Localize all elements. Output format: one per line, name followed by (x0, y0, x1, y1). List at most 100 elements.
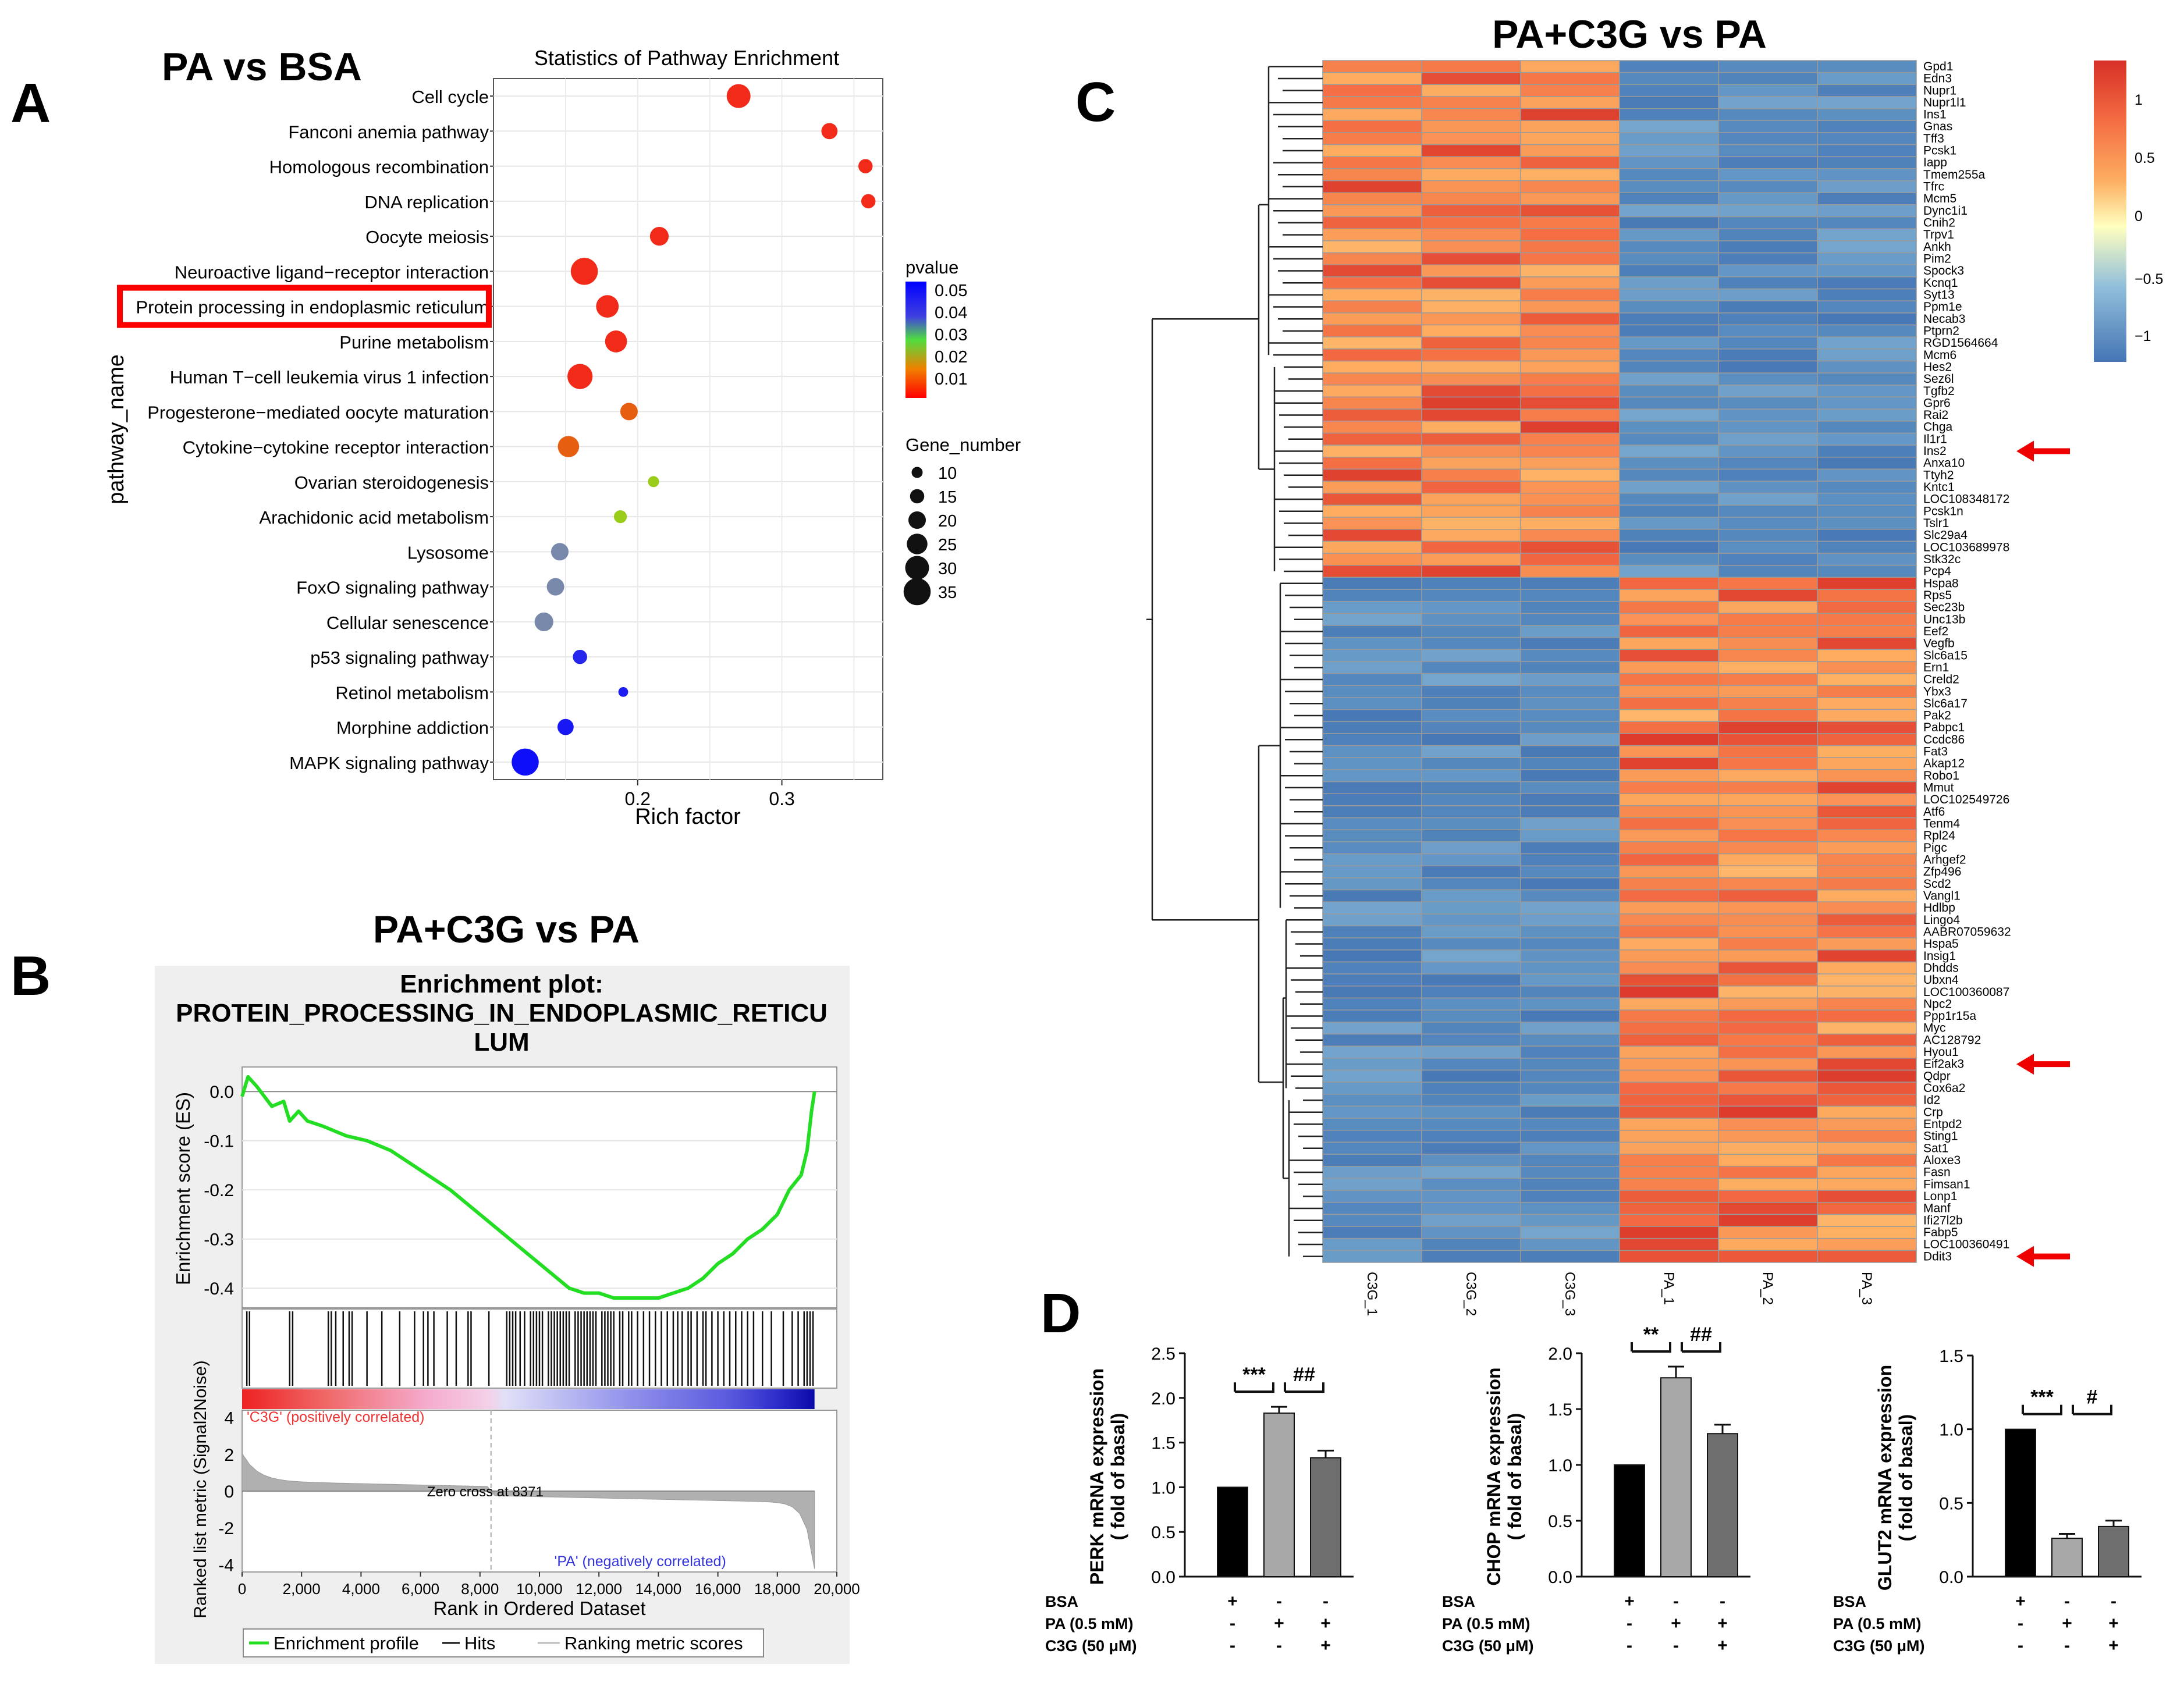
legend-size-dot (910, 489, 925, 504)
heatmap-cell (1520, 372, 1620, 386)
heatmap-cell (1421, 457, 1521, 470)
heatmap-cell (1520, 432, 1620, 446)
heatmap-cell (1520, 697, 1620, 710)
heatmap-cell (1619, 168, 1719, 182)
heatmap-cell (1421, 1094, 1521, 1107)
heatmap-cell (1520, 1201, 1620, 1215)
y-tick-label: 0.5 (1939, 1494, 1963, 1513)
heatmap-cell (1520, 180, 1620, 194)
gene-label: Sec23b (1923, 601, 1965, 614)
pathway-label: Cellular senescence (326, 613, 489, 633)
bubble-point (512, 748, 539, 776)
heatmap-cell (1520, 961, 1620, 974)
gene-label: Arhgef2 (1923, 853, 1966, 867)
heatmap-cell (1718, 997, 1818, 1011)
heatmap-cell (1817, 997, 1917, 1011)
significance-vs-pa-label: # (2087, 1386, 2098, 1408)
gene-label: Crp (1923, 1105, 1943, 1119)
heatmap-cell (1817, 853, 1917, 866)
bubble-point (620, 403, 638, 421)
bubble-point (573, 649, 587, 664)
heatmap-cell (1718, 408, 1818, 422)
heatmap-cell (1817, 468, 1917, 482)
heatmap-cell (1817, 1022, 1917, 1035)
heatmap-cell (1718, 72, 1818, 86)
heatmap-cell (1718, 625, 1818, 638)
heatmap-cell (1619, 673, 1719, 687)
heatmap-cell (1718, 192, 1818, 205)
heatmap-cell (1718, 1226, 1818, 1239)
heatmap-cell (1718, 517, 1818, 530)
heatmap-cell (1421, 733, 1521, 746)
heatmap-cell (1322, 156, 1422, 169)
heatmap-cell (1619, 276, 1719, 290)
heatmap-cell (1817, 276, 1917, 290)
rank-tick-label: -4 (218, 1556, 234, 1575)
heatmap-cell (1619, 372, 1719, 386)
heatmap-cell (1718, 865, 1818, 878)
heatmap-cell (1619, 1058, 1719, 1071)
gene-label: Edn3 (1923, 72, 1952, 86)
pathway-label: FoxO signaling pathway (296, 578, 489, 598)
heatmap-cell (1421, 204, 1521, 218)
bubble-point (596, 295, 619, 318)
heatmap-cell (1520, 396, 1620, 410)
heatmap-cell (1421, 252, 1521, 265)
heatmap-cell (1619, 937, 1719, 951)
panel-letter-b: B (10, 945, 51, 1007)
heatmap-cell (1322, 829, 1422, 842)
heatmap-cell (1520, 949, 1620, 963)
heatmap-cell (1817, 144, 1917, 158)
gene-label: Sat1 (1923, 1141, 1948, 1155)
heatmap-cell (1421, 348, 1521, 362)
gene-label: LOC103689978 (1923, 540, 2009, 554)
heatmap-cell (1619, 300, 1719, 314)
pathway-label: Arachidonic acid metabolism (259, 507, 489, 528)
heatmap-cell (1718, 288, 1818, 301)
heatmap-cell (1421, 841, 1521, 855)
bar (1217, 1486, 1248, 1577)
gene-label: Dync1i1 (1923, 204, 1968, 218)
heatmap-cell (1421, 72, 1521, 86)
heatmap-cell (1619, 949, 1719, 963)
heatmap-cell (1619, 697, 1719, 710)
heatmap-cell (1520, 264, 1620, 278)
heatmap-cell (1520, 1069, 1620, 1083)
heatmap-cell (1421, 661, 1521, 674)
dendrogram (1146, 66, 1323, 1257)
heatmap-cell (1520, 1118, 1620, 1131)
column-label: C3G_1 (1364, 1272, 1380, 1316)
treatment-sign: + (1624, 1592, 1635, 1611)
heatmap-cell (1718, 360, 1818, 374)
panel-b-gsea-plot: B PA+C3G vs PA Enrichment plot:PROTEIN_PRO… (10, 908, 860, 1664)
heatmap-cell (1520, 781, 1620, 795)
gene-label: Fasn (1923, 1166, 1951, 1179)
legend-pvalue-tick: 0.05 (935, 282, 967, 300)
heatmap-cell (1520, 204, 1620, 218)
panel-a-bubble-chart: A PA vs BSA Statistics of Pathway Enrichme… (10, 45, 1021, 829)
heatmap-cell (1718, 204, 1818, 218)
legend-pvalue-tick: 0.01 (935, 370, 967, 389)
heatmap-cell (1520, 156, 1620, 169)
red-arrow-head (2016, 1054, 2034, 1075)
heatmap-cell (1619, 685, 1719, 698)
heatmap-cell (1619, 1033, 1719, 1047)
heatmap-cell (1520, 649, 1620, 662)
heatmap-cell (1322, 1141, 1422, 1155)
heatmap-cell (1619, 540, 1719, 554)
heatmap-cell (1421, 385, 1521, 398)
heatmap-cell (1817, 625, 1917, 638)
heatmap-cell (1619, 841, 1719, 855)
legend-color-bar (905, 282, 926, 398)
treatment-sign: - (1720, 1592, 1725, 1611)
heatmap-cell (1421, 564, 1521, 578)
heatmap-cell (1718, 60, 1818, 73)
rank-tick-label: -2 (218, 1519, 234, 1538)
heatmap-cell (1718, 1033, 1818, 1047)
column-label: PA_3 (1859, 1272, 1874, 1305)
gene-label: Anxa10 (1923, 457, 1965, 470)
heatmap-cell (1817, 673, 1917, 687)
treatment-sign: - (1627, 1614, 1632, 1633)
heatmap-cell (1718, 805, 1818, 819)
heatmap-cell (1520, 348, 1620, 362)
